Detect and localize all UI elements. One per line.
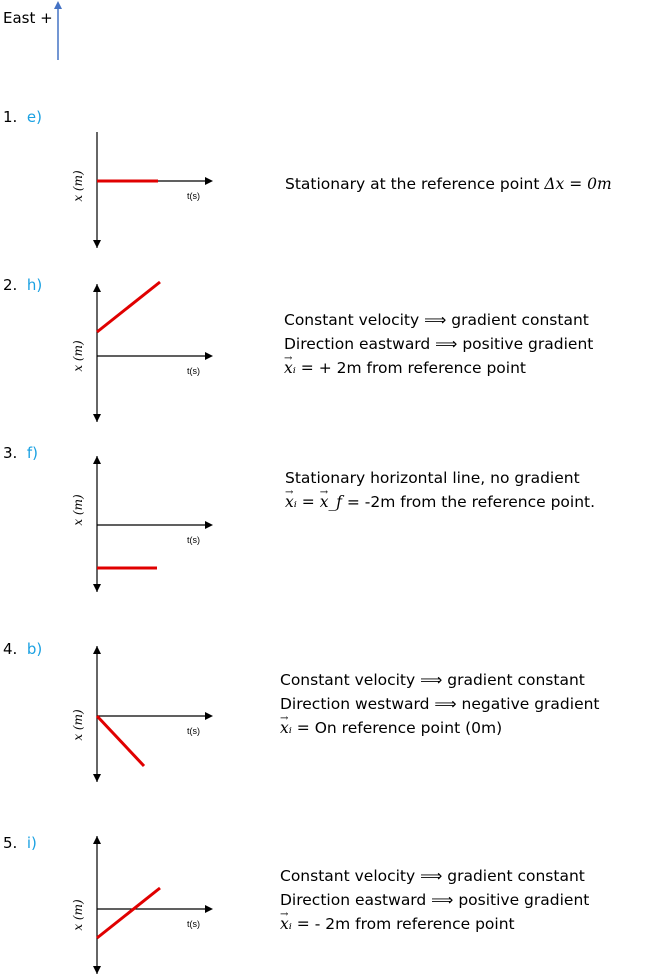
question-number: 5. i) <box>3 834 37 852</box>
east-direction-arrow <box>54 1 62 60</box>
position-time-graph: x (m) t(s) <box>71 132 213 248</box>
question-number: 3. f) <box>3 444 38 462</box>
position-line <box>96 280 161 334</box>
answer-letter: i) <box>26 834 37 852</box>
description: Constant velocity ⟹ gradient constant Di… <box>280 864 589 936</box>
initial-position-vector: → xᵢ <box>280 713 292 737</box>
answer-letter: b) <box>26 640 43 658</box>
t-axis-label: t(s) <box>187 726 200 736</box>
question-number: 2. h) <box>3 276 43 294</box>
position-time-graph: x (m) t(s) <box>71 456 213 592</box>
t-axis-label: t(s) <box>187 535 200 545</box>
t-axis-label: t(s) <box>187 919 200 929</box>
description: Stationary at the reference point Δx = 0… <box>285 175 612 193</box>
x-axis-label: x (m) <box>71 709 85 741</box>
description: Constant velocity ⟹ gradient constant Di… <box>280 668 600 740</box>
t-axis-label: t(s) <box>187 191 200 201</box>
initial-position-vector: → xᵢ <box>285 487 297 511</box>
initial-position-vector: → xᵢ <box>280 909 292 933</box>
question-number: 1. e) <box>3 108 42 126</box>
t-axis-label: t(s) <box>187 366 200 376</box>
answer-letter: e) <box>26 108 42 126</box>
position-line <box>96 886 161 940</box>
description: Stationary horizontal line, no gradient … <box>285 466 595 514</box>
answer-letter: h) <box>26 276 43 294</box>
x-axis-label: x (m) <box>71 899 85 931</box>
x-axis-label: x (m) <box>71 340 85 372</box>
description: Constant velocity ⟹ gradient constant Di… <box>284 308 593 380</box>
initial-position-vector: → xᵢ <box>284 353 296 377</box>
question-number: 4. b) <box>3 640 43 658</box>
x-axis-label: x (m) <box>71 494 85 526</box>
position-time-graph: x (m) t(s) <box>71 280 213 422</box>
x-axis-label: x (m) <box>71 170 85 202</box>
final-position-vector: → x_f <box>319 487 342 511</box>
answer-letter: f) <box>26 444 38 462</box>
position-line <box>95 714 146 768</box>
position-time-graph: x (m) t(s) <box>71 646 213 782</box>
direction-label: East + <box>3 9 53 27</box>
position-time-graph: x (m) t(s) <box>71 836 213 974</box>
